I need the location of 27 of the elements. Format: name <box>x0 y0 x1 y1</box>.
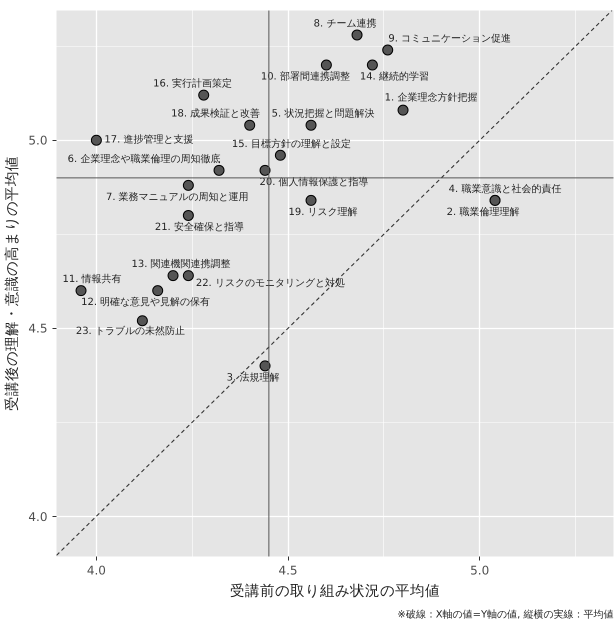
annotation: 14. 継続的学習 <box>360 70 429 83</box>
x-tick-label: 4.0 <box>86 564 106 578</box>
x-tick-label: 4.5 <box>278 564 298 578</box>
text: ※破線：X軸の値=Y軸の値, 縦横の実線：平均値 <box>397 608 614 620</box>
annotation: 17. 進捗管理と支援 <box>104 134 194 146</box>
y-tick-label: 4.0 <box>28 510 48 524</box>
annotation: 2. 職業倫理理解 <box>446 206 520 218</box>
y-axis-title: 受講後の理解・意識の高まりの平均値 <box>3 156 20 411</box>
annotation: 11. 情報共有 <box>62 273 122 286</box>
annotation: 12. 明確な意見や見解の保有 <box>81 296 210 308</box>
x-tick-label: 5.0 <box>470 564 490 578</box>
annotation: 9. コミュニケーション促進 <box>388 32 512 44</box>
annotation: 16. 実行計画策定 <box>153 78 232 90</box>
x-axis-title: 受講前の取り組み状況の平均値 <box>230 582 440 600</box>
annotation: 21. 安全確保と指導 <box>154 220 244 233</box>
annotation: 18. 成果検証と改善 <box>171 108 260 120</box>
annotation: 8. チーム連携 <box>314 17 376 30</box>
annotation: 5. 状況把握と問題解決 <box>272 108 374 120</box>
annotation: 19. リスク理解 <box>288 206 358 218</box>
annotation: 7. 業務マニュアルの周知と運用 <box>106 190 249 203</box>
y-tick-label: 4.5 <box>28 322 48 336</box>
annotation: 6. 企業理念や職業倫理の周知徹底 <box>68 152 220 165</box>
annotation: 23. トラブルの未然防止 <box>76 325 185 338</box>
y-tick-label: 5.0 <box>28 134 48 148</box>
annotation: 13. 関連機関連携調整 <box>131 258 231 270</box>
annotation: 1. 企業理念方針把握 <box>384 92 478 104</box>
annotation: 4. 職業意識と社会的責任 <box>448 182 562 195</box>
